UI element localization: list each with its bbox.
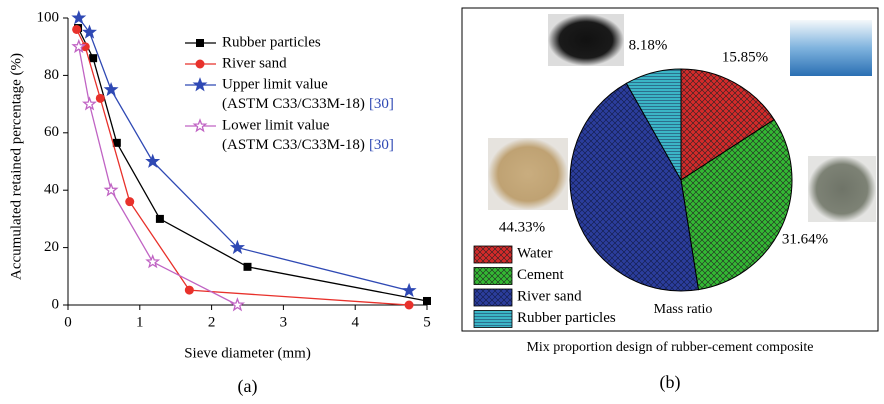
marker: [72, 25, 81, 34]
y-tick-label: 20: [44, 239, 59, 255]
legend-label-line2: (ASTM C33/C33M-18): [222, 137, 365, 153]
legend-marker: [196, 39, 204, 47]
marker: [96, 94, 105, 103]
photo-cement: [808, 156, 876, 222]
legend-ref: [30]: [369, 96, 394, 112]
figure: 0 20 40 60 80 100 0 1 2 3 4 5 Sieve diameter (mm) Acc…: [0, 0, 884, 404]
x-tick-label: 5: [423, 314, 431, 330]
x-tick-label: 3: [280, 314, 288, 330]
legend-marker: [194, 79, 205, 90]
marker: [423, 297, 431, 305]
value-label: 31.64%: [782, 231, 828, 247]
legend-label-line2: (ASTM C33/C33M-18): [222, 96, 365, 112]
legend-swatch: [474, 289, 512, 306]
y-axis-label: Accumulated retained percentage (%): [8, 53, 24, 280]
marker: [147, 256, 158, 267]
caption: (a): [238, 376, 258, 397]
legend-label: Rubber particles: [517, 310, 616, 326]
legend-swatch: [474, 246, 512, 263]
value-label: 8.18%: [629, 37, 668, 53]
caption: (b): [660, 372, 681, 393]
legend-label: (ASTM C33/C33M-18)[30]: [222, 96, 394, 112]
marker: [105, 84, 116, 95]
center-label: Mass ratio: [654, 302, 713, 317]
chart-title: Mix proportion design of rubber-cement c…: [526, 340, 813, 355]
marker: [403, 285, 415, 296]
marker: [405, 301, 414, 310]
marker: [89, 54, 97, 62]
x-axis-label: Sieve diameter (mm): [184, 345, 311, 361]
x-tick-label: 0: [64, 314, 72, 330]
marker: [125, 197, 134, 206]
legend-label: River sand: [222, 55, 287, 71]
legend-label: Cement: [517, 267, 564, 283]
marker: [73, 12, 84, 23]
marker: [84, 98, 95, 109]
marker: [156, 215, 164, 223]
legend-label: (ASTM C33/C33M-18)[30]: [222, 137, 394, 153]
y-tick-label: 0: [52, 296, 60, 312]
x-tick-label: 2: [208, 314, 216, 330]
photo-sand: [488, 138, 568, 210]
value-label: 15.85%: [722, 49, 768, 65]
legend-swatch: [474, 268, 512, 285]
marker: [185, 286, 194, 295]
y-tick-label: 100: [37, 9, 60, 25]
legend-label: Lower limit value: [222, 117, 330, 133]
legend-label: Water: [517, 245, 552, 261]
legend-label: Rubber particles: [222, 34, 321, 50]
legend-label: River sand: [517, 288, 582, 304]
legend-label: Upper limit value: [222, 76, 328, 92]
value-label: 44.33%: [499, 219, 545, 235]
y-tick-label: 60: [44, 124, 59, 140]
legend-marker: [194, 120, 205, 131]
marker: [244, 263, 252, 271]
y-tick-label: 80: [44, 67, 59, 83]
x-tick-label: 4: [351, 314, 359, 330]
y-tick-label: 40: [44, 182, 59, 198]
marker: [105, 184, 116, 195]
marker: [232, 299, 244, 310]
photo-water: [790, 20, 872, 76]
legend-ref: [30]: [369, 137, 394, 153]
photo-rubber: [548, 14, 624, 66]
legend-swatch: [474, 311, 512, 328]
legend-marker: [196, 60, 205, 69]
x-tick-label: 1: [136, 314, 144, 330]
